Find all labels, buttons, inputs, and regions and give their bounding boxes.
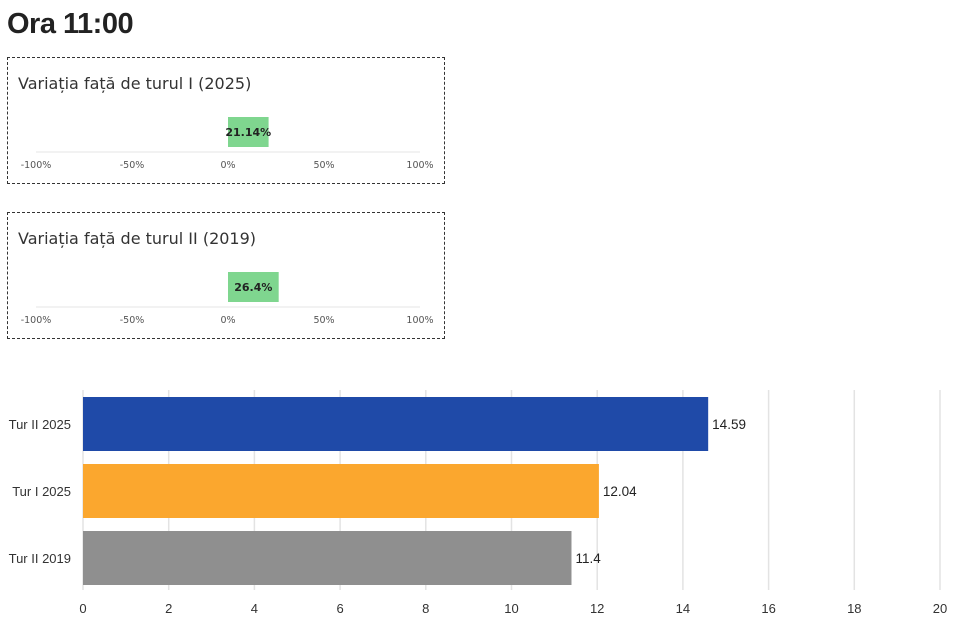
x-tick-label: 0% xyxy=(220,160,235,171)
x-tick-label: 100% xyxy=(406,315,433,326)
variation-chart-round1: -100% -50% 0% 50% 100% 21.14% xyxy=(21,117,434,171)
x-tick-label: 8 xyxy=(422,601,429,616)
x-tick-label: 18 xyxy=(847,601,861,616)
page-title: Ora 11:00 xyxy=(7,8,134,40)
variation-chart-round2: -100% -50% 0% 50% 100% 26.4% xyxy=(21,272,434,326)
x-tick-label: -100% xyxy=(21,160,52,171)
category-label: Tur II 2025 xyxy=(9,417,71,432)
x-tick-label: 4 xyxy=(251,601,258,616)
variation-value-label: 21.14% xyxy=(225,126,271,139)
x-tick-label: 0% xyxy=(220,315,235,326)
x-tick-label: 0 xyxy=(79,601,86,616)
variation-card-title: Variația față de turul II (2019) xyxy=(18,229,257,248)
x-tick-label: 10 xyxy=(504,601,518,616)
variation-card-round2: Variația față de turul II (2019) -100% -5… xyxy=(7,212,445,339)
variation-card-title: Variația față de turul I (2025) xyxy=(18,74,252,93)
x-tick-label: 14 xyxy=(676,601,690,616)
bar-value-label: 12.04 xyxy=(603,484,637,499)
x-tick-label: -50% xyxy=(120,315,145,326)
x-tick-label: 6 xyxy=(336,601,343,616)
x-tick-label: 20 xyxy=(933,601,947,616)
x-tick-label: 16 xyxy=(761,601,775,616)
turnout-bar-chart: 0 2 4 6 8 10 12 14 16 18 20 Tur II 2025 14.59 Tur I 2… xyxy=(9,390,947,616)
x-tick-label: -100% xyxy=(21,315,52,326)
x-tick-label: 2 xyxy=(165,601,172,616)
category-label: Tur II 2019 xyxy=(9,551,71,566)
category-label: Tur I 2025 xyxy=(12,484,71,499)
bar xyxy=(83,531,572,585)
variation-bar xyxy=(228,117,269,147)
bar xyxy=(83,397,709,451)
x-tick-label: 12 xyxy=(590,601,604,616)
bar-value-label: 14.59 xyxy=(712,417,746,432)
x-tick-label: 100% xyxy=(406,160,433,171)
variation-bar xyxy=(228,272,279,302)
bar xyxy=(83,464,599,518)
bar-value-label: 11.4 xyxy=(575,551,601,566)
x-tick-label: 50% xyxy=(313,160,334,171)
x-tick-label: 50% xyxy=(313,315,334,326)
x-tick-label: -50% xyxy=(120,160,145,171)
variation-value-label: 26.4% xyxy=(234,281,272,294)
variation-card-round1: Variația față de turul I (2025) -100% -50… xyxy=(7,57,445,184)
